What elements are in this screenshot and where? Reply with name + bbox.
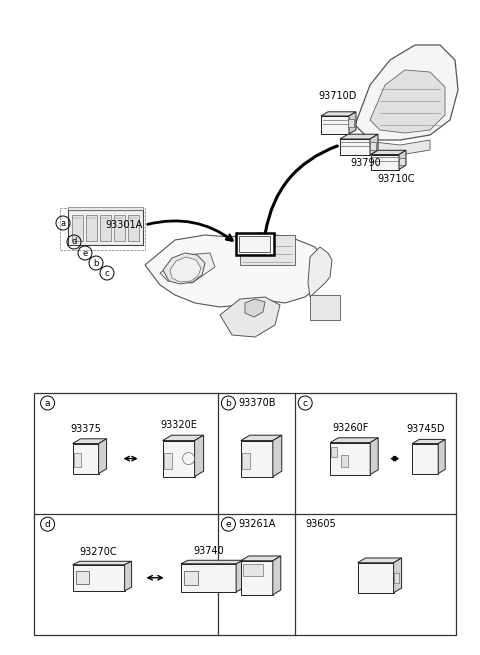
Text: 93261A: 93261A	[239, 519, 276, 529]
Polygon shape	[160, 253, 215, 283]
Bar	[370, 142, 376, 150]
Bar	[331, 447, 337, 457]
Text: e: e	[83, 248, 88, 257]
Polygon shape	[125, 561, 132, 591]
Text: 93375: 93375	[70, 424, 101, 434]
FancyBboxPatch shape	[68, 210, 143, 245]
Text: e: e	[226, 519, 231, 529]
Polygon shape	[163, 435, 204, 441]
Bar	[321, 116, 349, 134]
Bar	[341, 455, 348, 466]
Polygon shape	[370, 134, 378, 155]
Bar	[114, 215, 125, 241]
Polygon shape	[68, 207, 143, 210]
Bar	[394, 572, 398, 583]
Polygon shape	[241, 435, 282, 441]
Polygon shape	[371, 150, 406, 155]
Bar	[310, 295, 340, 320]
Bar	[241, 561, 273, 595]
Bar	[164, 453, 172, 468]
Polygon shape	[308, 247, 332, 297]
Text: 93320E: 93320E	[160, 420, 197, 430]
Polygon shape	[241, 556, 281, 561]
Bar	[72, 565, 125, 591]
Polygon shape	[370, 438, 378, 475]
Bar	[184, 571, 198, 585]
Text: a: a	[60, 219, 66, 227]
Bar	[241, 441, 273, 477]
Text: d: d	[45, 519, 50, 529]
Bar	[330, 443, 370, 475]
Bar	[86, 215, 97, 241]
Polygon shape	[273, 435, 282, 477]
Polygon shape	[273, 556, 281, 595]
Bar	[358, 563, 394, 593]
Text: 93301A: 93301A	[106, 220, 143, 230]
Bar	[399, 158, 405, 165]
Polygon shape	[321, 112, 356, 116]
Bar	[73, 453, 81, 466]
Bar	[371, 155, 399, 170]
Polygon shape	[357, 140, 430, 155]
Polygon shape	[72, 439, 107, 443]
Text: 93740: 93740	[193, 546, 224, 555]
Bar	[239, 236, 270, 252]
Bar	[242, 453, 250, 468]
Polygon shape	[358, 558, 402, 563]
Text: 93710D: 93710D	[318, 91, 356, 101]
Bar	[128, 215, 139, 241]
Bar	[243, 564, 263, 576]
Bar	[72, 215, 83, 241]
Text: 93605: 93605	[305, 519, 336, 529]
Polygon shape	[145, 233, 325, 307]
Polygon shape	[370, 70, 445, 133]
Bar	[100, 215, 111, 241]
Polygon shape	[399, 150, 406, 170]
Bar	[412, 443, 438, 474]
Bar	[236, 233, 274, 255]
Polygon shape	[349, 112, 356, 134]
Polygon shape	[330, 438, 378, 443]
Polygon shape	[170, 257, 201, 282]
Bar	[163, 441, 194, 477]
Text: 93710C: 93710C	[377, 174, 415, 184]
Text: c: c	[303, 398, 308, 407]
Text: 93745D: 93745D	[406, 424, 444, 434]
Bar	[348, 119, 354, 127]
Polygon shape	[194, 435, 204, 477]
Bar	[340, 139, 370, 155]
Polygon shape	[355, 45, 458, 140]
Polygon shape	[163, 253, 205, 284]
Polygon shape	[245, 299, 265, 317]
Polygon shape	[412, 440, 445, 443]
Polygon shape	[181, 560, 243, 564]
Text: b: b	[226, 398, 231, 407]
Text: 93270C: 93270C	[80, 547, 118, 557]
Polygon shape	[220, 297, 280, 337]
Bar	[75, 571, 89, 584]
Polygon shape	[438, 440, 445, 474]
Polygon shape	[98, 439, 107, 474]
Polygon shape	[340, 134, 378, 139]
Text: a: a	[45, 398, 50, 407]
Text: 93370B: 93370B	[239, 398, 276, 408]
Polygon shape	[394, 558, 402, 593]
Bar	[60, 208, 145, 250]
Text: c: c	[105, 269, 109, 278]
Text: d: d	[72, 238, 77, 246]
Polygon shape	[236, 560, 243, 591]
Bar	[72, 443, 98, 474]
Bar	[240, 235, 295, 265]
Text: b: b	[93, 259, 99, 267]
Text: 93260F: 93260F	[332, 422, 368, 432]
Polygon shape	[72, 561, 132, 565]
Bar	[181, 564, 236, 591]
Text: 93790: 93790	[350, 158, 381, 168]
Bar	[34, 393, 456, 635]
